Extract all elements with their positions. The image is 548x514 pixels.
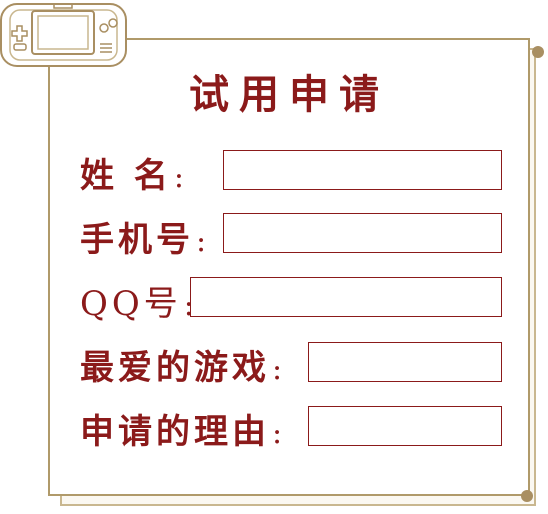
qq-colon: : [184,288,198,323]
reason-label: 申请的理由 [80,412,270,452]
phone-input[interactable] [223,213,502,253]
name-label-group: 姓 名: [80,148,188,197]
qq-label-group: QQ号: [80,276,198,325]
favorite-game-label-group: 最爱的游戏: [80,340,286,389]
phone-colon: : [196,224,211,259]
phone-label-group: 手机号: [80,212,210,261]
reason-label-group: 申请的理由: [80,404,286,453]
form-title: 试用申请 [189,71,389,118]
reason-colon: : [272,416,287,451]
corner-dot-bottom-right [521,490,533,502]
favorite-game-colon: : [272,352,287,387]
reason-input[interactable] [308,406,502,446]
qq-input[interactable] [190,277,502,317]
favorite-game-input[interactable] [308,342,502,382]
name-input[interactable] [223,150,502,190]
phone-label: 手机号 [80,220,194,260]
favorite-game-label: 最爱的游戏 [80,348,270,388]
qq-label: QQ号 [80,284,182,324]
name-label: 姓 名 [80,156,172,196]
name-colon: : [173,160,188,195]
corner-dot-top-right [532,46,544,58]
handheld-console-icon [0,3,127,67]
